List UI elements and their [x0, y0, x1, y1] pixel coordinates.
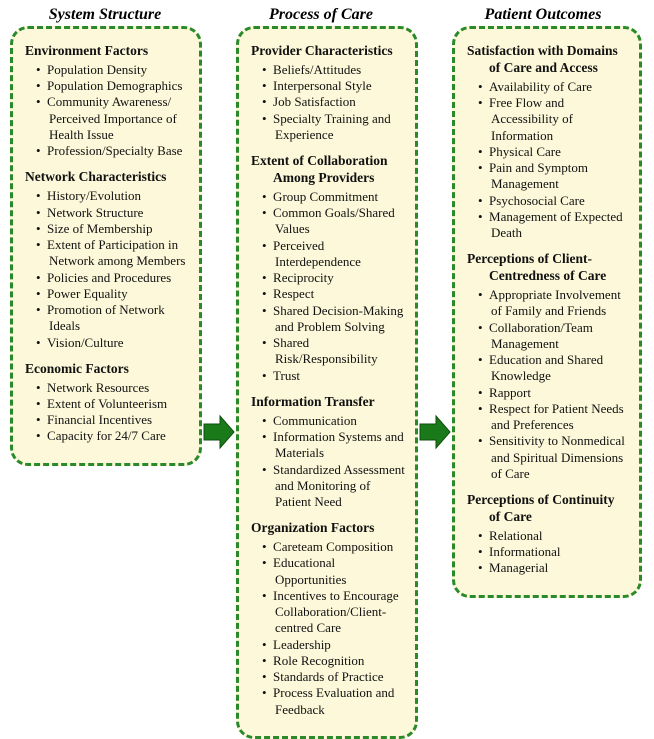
list-item: • Profession/Specialty Base — [25, 143, 189, 159]
section-title: Provider Characteristics — [251, 43, 405, 60]
list-item: • Psychosocial Care — [467, 193, 629, 209]
section-list: • Network Resources• Extent of Volunteer… — [25, 380, 189, 445]
list-item: • Power Equality — [25, 286, 189, 302]
section-list: • Availability of Care• Free Flow and Ac… — [467, 79, 629, 242]
list-item: • Free Flow and Accessibility of Informa… — [467, 95, 629, 144]
list-item: • Education and Shared Knowledge — [467, 352, 629, 385]
header-col3: Patient Outcomes — [432, 6, 654, 24]
section-list: • History/Evolution• Network Structure• … — [25, 188, 189, 351]
list-item: • Leadership — [251, 637, 405, 653]
list-item: • Size of Membership — [25, 221, 189, 237]
list-item: • Community Awareness/ Perceived Importa… — [25, 94, 189, 143]
list-item: • Capacity for 24/7 Care — [25, 428, 189, 444]
list-item: • Extent of Volunteerism — [25, 396, 189, 412]
list-item: • Management of Expected Death — [467, 209, 629, 242]
list-item: • Role Recognition — [251, 653, 405, 669]
section-title: Network Characteristics — [25, 169, 189, 186]
arrow-right-icon — [202, 412, 236, 452]
list-item: • Managerial — [467, 560, 629, 576]
list-item: • Respect — [251, 286, 405, 302]
arrow-2 — [418, 412, 452, 452]
list-item: • Population Demographics — [25, 78, 189, 94]
list-item: • Relational — [467, 528, 629, 544]
section-title: Information Transfer — [251, 394, 405, 411]
panel-system-structure: Environment Factors• Population Density•… — [10, 26, 202, 466]
list-item: • Beliefs/Attitudes — [251, 62, 405, 78]
list-item: • Job Satisfaction — [251, 94, 405, 110]
list-item: • Financial Incentives — [25, 412, 189, 428]
arrow-right-icon — [418, 412, 452, 452]
list-item: • Reciprocity — [251, 270, 405, 286]
section-list: • Careteam Composition• Educational Oppo… — [251, 539, 405, 718]
list-item: • Vision/Culture — [25, 335, 189, 351]
section-title: Organization Factors — [251, 520, 405, 537]
section-title: Perceptions of Continuity of Care — [467, 492, 629, 526]
header-col2: Process of Care — [210, 6, 432, 24]
header-col1: System Structure — [0, 6, 210, 24]
list-item: • Process Evaluation and Feedback — [251, 685, 405, 718]
list-item: • Trust — [251, 368, 405, 384]
section-list: • Population Density• Population Demogra… — [25, 62, 189, 160]
list-item: • Pain and Symptom Management — [467, 160, 629, 193]
list-item: • Careteam Composition — [251, 539, 405, 555]
list-item: • Availability of Care — [467, 79, 629, 95]
section-list: • Group Commitment• Common Goals/Shared … — [251, 189, 405, 384]
panel-patient-outcomes: Satisfaction with Domains of Care and Ac… — [452, 26, 642, 598]
list-item: • Population Density — [25, 62, 189, 78]
list-item: • Perceived Interdependence — [251, 238, 405, 271]
section-title: Satisfaction with Domains of Care and Ac… — [467, 43, 629, 77]
list-item: • Physical Care — [467, 144, 629, 160]
section-title: Environment Factors — [25, 43, 189, 60]
list-item: • Communication — [251, 413, 405, 429]
list-item: • Policies and Procedures — [25, 270, 189, 286]
section-list: • Beliefs/Attitudes• Interpersonal Style… — [251, 62, 405, 143]
list-item: • Shared Risk/Responsibility — [251, 335, 405, 368]
list-item: • Educational Opportunities — [251, 555, 405, 588]
list-item: • History/Evolution — [25, 188, 189, 204]
list-item: • Network Structure — [25, 205, 189, 221]
list-item: • Standardized Assessment and Monitoring… — [251, 462, 405, 511]
list-item: • Common Goals/Shared Values — [251, 205, 405, 238]
list-item: • Shared Decision-Making and Problem Sol… — [251, 303, 405, 336]
list-item: • Promotion of Network Ideals — [25, 302, 189, 335]
header-row: System Structure Process of Care Patient… — [0, 0, 654, 26]
list-item: • Rapport — [467, 385, 629, 401]
list-item: • Collaboration/Team Management — [467, 320, 629, 353]
columns-row: Environment Factors• Population Density•… — [0, 26, 654, 739]
arrow-1 — [202, 412, 236, 452]
section-title: Economic Factors — [25, 361, 189, 378]
list-item: • Extent of Participation in Network amo… — [25, 237, 189, 270]
list-item: • Specialty Training and Experience — [251, 111, 405, 144]
list-item: • Group Commitment — [251, 189, 405, 205]
list-item: • Appropriate Involvement of Family and … — [467, 287, 629, 320]
panel-process-of-care: Provider Characteristics • Beliefs/Attitu… — [236, 26, 418, 739]
section-title: Perceptions of Client-Centredness of Car… — [467, 251, 629, 285]
list-item: • Informational — [467, 544, 629, 560]
list-item: • Information Systems and Materials — [251, 429, 405, 462]
list-item: • Network Resources — [25, 380, 189, 396]
list-item: • Incentives to Encourage Collaboration/… — [251, 588, 405, 637]
list-item: • Respect for Patient Needs and Preferen… — [467, 401, 629, 434]
list-item: • Interpersonal Style — [251, 78, 405, 94]
list-item: • Standards of Practice — [251, 669, 405, 685]
section-list: • Relational• Informational• Managerial — [467, 528, 629, 577]
section-title: Extent of Collaboration Among Providers — [251, 153, 405, 187]
section-list: • Communication• Information Systems and… — [251, 413, 405, 511]
list-item: • Sensitivity to Nonmedical and Spiritua… — [467, 433, 629, 482]
section-list: • Appropriate Involvement of Family and … — [467, 287, 629, 482]
